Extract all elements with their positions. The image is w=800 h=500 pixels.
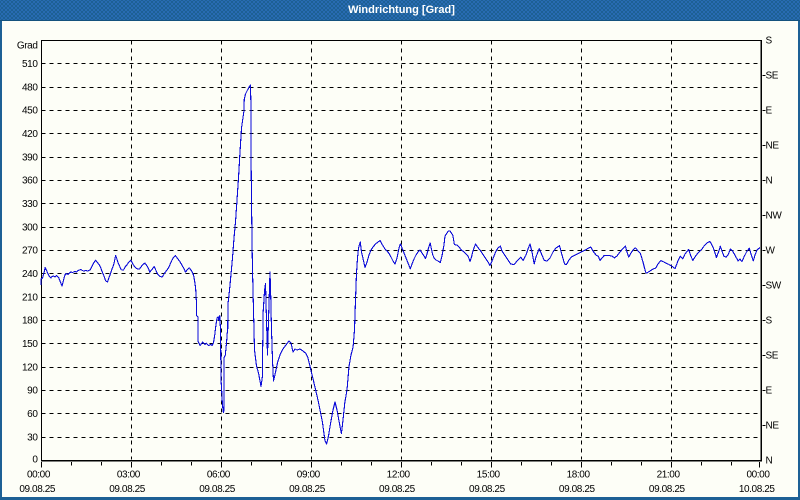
svg-text:S: S	[766, 36, 773, 47]
svg-text:270: 270	[22, 246, 38, 257]
svg-text:06:00: 06:00	[207, 470, 231, 481]
svg-text:NW: NW	[766, 211, 783, 222]
svg-text:S: S	[766, 316, 773, 327]
svg-text:90: 90	[27, 386, 38, 397]
svg-text:09.08.25: 09.08.25	[289, 484, 326, 495]
svg-text:120: 120	[22, 362, 38, 373]
svg-text:510: 510	[22, 59, 38, 70]
svg-text:09.08.25: 09.08.25	[109, 484, 146, 495]
svg-text:09:00: 09:00	[297, 470, 321, 481]
svg-text:09.08.25: 09.08.25	[379, 484, 416, 495]
svg-text:0: 0	[32, 454, 38, 465]
svg-text:210: 210	[22, 292, 38, 303]
svg-text:N: N	[766, 456, 773, 467]
svg-text:300: 300	[22, 222, 38, 233]
svg-text:09.08.25: 09.08.25	[469, 484, 506, 495]
svg-text:12:00: 12:00	[387, 470, 411, 481]
svg-text:360: 360	[22, 176, 38, 187]
svg-text:W: W	[766, 246, 776, 257]
svg-text:Grad: Grad	[17, 41, 38, 52]
svg-text:30: 30	[27, 432, 38, 443]
svg-text:390: 390	[22, 152, 38, 163]
svg-text:480: 480	[22, 82, 38, 93]
svg-text:SE: SE	[766, 71, 779, 82]
svg-text:SE: SE	[766, 351, 779, 362]
svg-text:NE: NE	[766, 421, 780, 432]
svg-text:SW: SW	[766, 281, 782, 292]
svg-text:00:00: 00:00	[27, 470, 51, 481]
svg-text:E: E	[766, 386, 773, 397]
svg-text:00:00: 00:00	[746, 470, 770, 481]
svg-text:09.08.25: 09.08.25	[559, 484, 596, 495]
svg-text:330: 330	[22, 199, 38, 210]
svg-text:15:00: 15:00	[477, 470, 501, 481]
svg-text:09.08.25: 09.08.25	[19, 484, 56, 495]
svg-text:150: 150	[22, 339, 38, 350]
svg-text:09.08.25: 09.08.25	[649, 484, 686, 495]
svg-text:N: N	[766, 176, 773, 187]
svg-text:60: 60	[27, 409, 38, 420]
svg-text:18:00: 18:00	[567, 470, 591, 481]
svg-text:NE: NE	[766, 141, 780, 152]
svg-text:E: E	[766, 106, 773, 117]
svg-text:09.08.25: 09.08.25	[199, 484, 236, 495]
svg-text:180: 180	[22, 316, 38, 327]
svg-text:21:00: 21:00	[657, 470, 681, 481]
svg-text:03:00: 03:00	[117, 470, 141, 481]
svg-text:10.08.25: 10.08.25	[739, 484, 776, 495]
svg-text:450: 450	[22, 106, 38, 117]
svg-text:420: 420	[22, 129, 38, 140]
svg-text:240: 240	[22, 269, 38, 280]
